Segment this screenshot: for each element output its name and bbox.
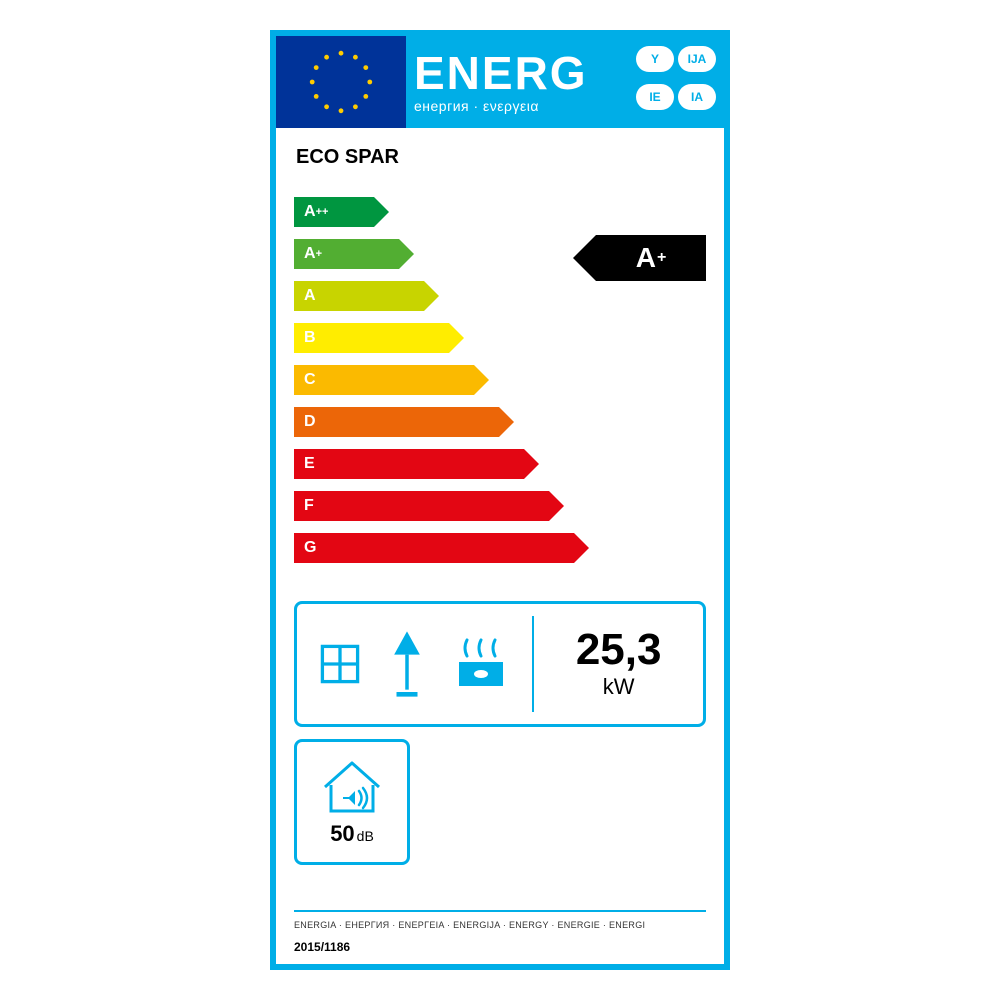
header-suffix-badges: Y IJA IE IA bbox=[632, 36, 724, 128]
brand-name: ECO SPAR bbox=[276, 128, 724, 177]
stove-icon bbox=[451, 634, 511, 694]
suffix-badge: IE bbox=[636, 84, 674, 110]
current-class-indicator: A+ bbox=[596, 235, 706, 281]
efficiency-arrow-label: F bbox=[294, 491, 549, 521]
power-value-wrap: 25,3 kW bbox=[532, 616, 703, 712]
efficiency-chart: A+ A++ A+ ABCDEFG bbox=[294, 187, 706, 587]
footer-regulation: 2015/1186 bbox=[294, 940, 706, 954]
suffix-badge: IA bbox=[678, 84, 716, 110]
efficiency-arrow: A+ bbox=[294, 239, 414, 269]
efficiency-arrow-label: B bbox=[294, 323, 449, 353]
efficiency-arrow-label: C bbox=[294, 365, 474, 395]
header-text: ENERG енергия · ενεργεια bbox=[406, 36, 632, 128]
efficiency-arrow-label: D bbox=[294, 407, 499, 437]
efficiency-arrow: A bbox=[294, 281, 439, 311]
sound-unit: dB bbox=[357, 828, 374, 844]
efficiency-arrow: G bbox=[294, 533, 589, 563]
power-box: 25,3 kW bbox=[294, 601, 706, 727]
sound-value: 50dB bbox=[330, 821, 374, 847]
efficiency-arrow-label: G bbox=[294, 533, 574, 563]
efficiency-arrow-label: A bbox=[294, 281, 424, 311]
eu-flag-icon bbox=[276, 36, 406, 128]
efficiency-arrow: B bbox=[294, 323, 464, 353]
efficiency-arrow: D bbox=[294, 407, 514, 437]
efficiency-arrow: C bbox=[294, 365, 489, 395]
window-icon bbox=[318, 642, 362, 686]
heating-icons bbox=[297, 629, 532, 699]
sound-number: 50 bbox=[330, 821, 354, 846]
efficiency-arrow-label: A++ bbox=[294, 197, 374, 227]
header-title: ENERG bbox=[414, 50, 632, 96]
sound-box: 50dB bbox=[294, 739, 410, 865]
efficiency-arrow-label: E bbox=[294, 449, 524, 479]
efficiency-arrow: E bbox=[294, 449, 539, 479]
power-unit: kW bbox=[603, 674, 635, 700]
suffix-badge: IJA bbox=[678, 46, 716, 72]
footer-languages: ENERGIA · ЕНЕРГИЯ · ΕΝΕΡΓΕΙΑ · ENERGIJA … bbox=[294, 910, 706, 930]
sound-house-icon bbox=[317, 757, 387, 817]
suffix-badge: Y bbox=[636, 46, 674, 72]
efficiency-arrow: A++ bbox=[294, 197, 389, 227]
efficiency-arrow-label: A+ bbox=[294, 239, 399, 269]
header-subtitle: енергия · ενεργεια bbox=[414, 98, 632, 114]
energy-label: ENERG енергия · ενεργεια Y IJA IE IA ECO… bbox=[270, 30, 730, 970]
lamp-icon bbox=[389, 629, 425, 699]
efficiency-arrow: F bbox=[294, 491, 564, 521]
power-value: 25,3 bbox=[576, 628, 662, 672]
header: ENERG енергия · ενεργεια Y IJA IE IA bbox=[276, 36, 724, 128]
